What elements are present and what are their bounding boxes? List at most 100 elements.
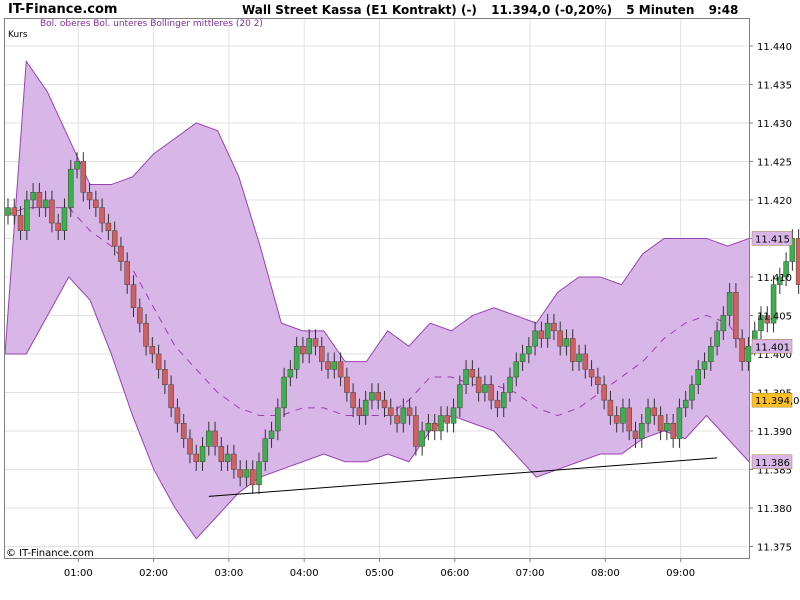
candle-up [701,361,708,370]
candle-down [651,407,658,416]
x-tick-label: 05:00 [365,568,394,579]
y-tick-label: 11.425 [757,157,792,168]
candlestick-series [5,152,800,495]
candle-down [193,453,199,462]
candle-down [488,384,494,401]
price-markers: 11.415 11.401 11.394,0 11.386 [751,231,800,469]
y-tick-label: 11.380 [757,504,792,515]
candle-up [783,261,789,278]
candle-up [789,238,796,262]
candle-down [212,430,218,447]
y-tick-label: 11.420 [757,196,792,207]
candle-down [431,423,438,432]
y-tick-label: 11.430 [757,119,792,130]
candle-up [576,353,582,362]
candle-down [231,453,237,470]
candle-down [325,361,331,370]
candle-up [770,284,777,324]
candle-down [375,392,381,401]
candle-up [500,392,507,409]
candle-up [457,384,463,409]
chart-title: Wall Street Kassa (E1 Kontrakt) (-) 11.3… [242,3,748,17]
candle-up [362,399,369,416]
candle-up [777,276,783,285]
candle-down [344,376,350,393]
x-tick-label: 01:00 [64,568,93,579]
candle-down [118,245,124,262]
candle-up [281,376,287,409]
candle-up [513,361,520,378]
candle-up [482,384,488,393]
upper-band-marker-box [751,231,793,246]
band-upper-line [4,59,750,363]
candle-down [93,199,99,208]
y-tick-label: 11.440 [757,42,792,53]
last-price-marker-label: 11.394,0 [755,396,800,407]
candle-up [450,407,457,424]
candle-up [268,430,275,439]
candle-up [526,346,532,355]
candle-down [337,361,344,378]
candle-down [613,415,620,424]
candle-down [180,423,187,439]
candle-down [187,438,193,455]
candle-down [388,407,394,416]
candle-up [689,384,695,401]
candle-down [237,469,243,478]
candle-up [544,322,551,339]
candle-up [61,207,68,231]
candle-down [300,346,306,355]
last-quote: 11.394,0 (-0,20%) [491,3,613,17]
candle-down [469,369,476,378]
last-price-marker-box [751,392,793,408]
candle-down [494,399,501,409]
candle-down [394,415,400,424]
y-tick-label: 11.385 [757,465,792,476]
candle-up [293,346,300,370]
x-tick-label: 09:00 [666,568,695,579]
candle-down [607,399,614,416]
candle-up [331,361,338,370]
candle-down [162,369,168,386]
candle-down [80,161,87,193]
candle-up [720,315,727,332]
candle-up [5,207,11,216]
candle-down [168,384,174,409]
candle-down [670,423,676,439]
candle-down [657,415,664,432]
candle-down [130,284,137,308]
y-tick-label: 11.435 [757,80,792,91]
candle-down [124,261,130,285]
candle-up [645,407,651,424]
candle-down [312,338,319,347]
x-tick-label: 06:00 [440,568,469,579]
legend-band-label: Bol. oberes Bol. unteres Bollinger mittl… [40,19,263,29]
legend-price-label: Kurs [8,30,28,40]
candle-down [111,230,118,247]
candle-down [632,430,639,439]
brand-logo-text: IT-Finance.com [8,2,118,17]
y-tick-label: 11.390 [757,427,792,438]
candle-down [319,346,325,362]
candle-down [381,399,388,409]
middle-band-marker-box [751,339,793,354]
candle-up [199,446,206,463]
candle-up [369,392,375,401]
candle-up [708,346,714,362]
candle-down [795,238,800,285]
candle-down [11,207,18,216]
candle-up [532,330,538,347]
candle-up [620,407,626,424]
candle-down [218,446,225,463]
candle-down [551,322,557,332]
candle-up [507,376,513,393]
x-tick-label: 04:00 [290,568,319,579]
band-fill [5,61,749,539]
lower-band-marker-box [751,454,793,469]
upper-band-marker-label: 11.415 [755,234,790,245]
candle-up [256,461,262,486]
candle-down [570,338,576,362]
candle-up [438,415,444,432]
candle-down [557,330,563,347]
candle-up [262,438,269,462]
